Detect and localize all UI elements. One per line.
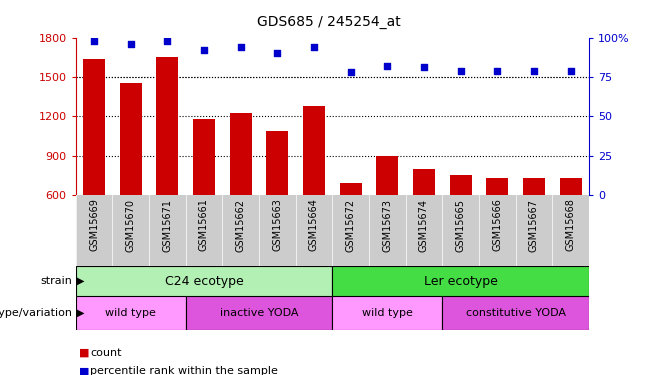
Point xyxy=(236,44,246,50)
Text: GSM15662: GSM15662 xyxy=(236,199,245,252)
Point xyxy=(89,38,99,44)
Bar xyxy=(157,57,178,195)
Text: GSM15664: GSM15664 xyxy=(309,199,319,251)
Text: count: count xyxy=(90,348,122,357)
Text: GSM15666: GSM15666 xyxy=(492,199,502,251)
Text: Ler ecotype: Ler ecotype xyxy=(424,275,497,288)
Text: C24 ecotype: C24 ecotype xyxy=(164,275,243,288)
Point xyxy=(345,69,356,75)
Text: GSM15674: GSM15674 xyxy=(419,199,429,252)
Text: GSM15671: GSM15671 xyxy=(163,199,172,252)
Text: GSM15670: GSM15670 xyxy=(126,199,136,252)
Text: GSM15665: GSM15665 xyxy=(455,199,466,252)
Text: GSM15673: GSM15673 xyxy=(382,199,392,252)
Point xyxy=(126,41,136,47)
Point xyxy=(162,38,172,44)
Text: ▶: ▶ xyxy=(77,308,84,318)
Text: GSM15669: GSM15669 xyxy=(89,199,99,251)
Bar xyxy=(413,169,435,195)
Text: inactive YODA: inactive YODA xyxy=(220,308,298,318)
Text: GSM15667: GSM15667 xyxy=(529,199,539,252)
Point xyxy=(382,63,393,69)
Point xyxy=(455,68,466,74)
Point xyxy=(565,68,576,74)
Bar xyxy=(559,178,582,195)
Point xyxy=(492,68,503,74)
Bar xyxy=(230,113,251,195)
Point xyxy=(199,47,209,53)
Point xyxy=(309,44,319,50)
Bar xyxy=(523,178,545,195)
Bar xyxy=(332,266,589,296)
Text: GSM15663: GSM15663 xyxy=(272,199,282,251)
Bar xyxy=(332,296,442,330)
Point xyxy=(272,50,282,56)
Bar xyxy=(303,106,325,195)
Text: constitutive YODA: constitutive YODA xyxy=(466,308,566,318)
Text: genotype/variation: genotype/variation xyxy=(0,308,72,318)
Text: ▶: ▶ xyxy=(77,276,84,286)
Text: ■: ■ xyxy=(79,348,89,357)
Point xyxy=(418,64,429,70)
Text: GSM15668: GSM15668 xyxy=(566,199,576,251)
Text: ■: ■ xyxy=(79,366,89,375)
Text: wild type: wild type xyxy=(105,308,156,318)
Bar xyxy=(486,178,508,195)
Bar xyxy=(193,119,215,195)
Text: strain: strain xyxy=(41,276,72,286)
Bar xyxy=(449,175,472,195)
Bar xyxy=(340,183,362,195)
Bar xyxy=(76,266,332,296)
Point xyxy=(528,68,539,74)
Text: GSM15672: GSM15672 xyxy=(345,199,355,252)
Text: wild type: wild type xyxy=(362,308,413,318)
Bar xyxy=(442,296,589,330)
Bar xyxy=(76,296,186,330)
Bar xyxy=(120,84,141,195)
Text: percentile rank within the sample: percentile rank within the sample xyxy=(90,366,278,375)
Bar xyxy=(186,296,332,330)
Bar xyxy=(83,58,105,195)
Text: GSM15661: GSM15661 xyxy=(199,199,209,251)
Bar xyxy=(266,131,288,195)
Text: GDS685 / 245254_at: GDS685 / 245254_at xyxy=(257,15,401,29)
Bar xyxy=(376,156,398,195)
